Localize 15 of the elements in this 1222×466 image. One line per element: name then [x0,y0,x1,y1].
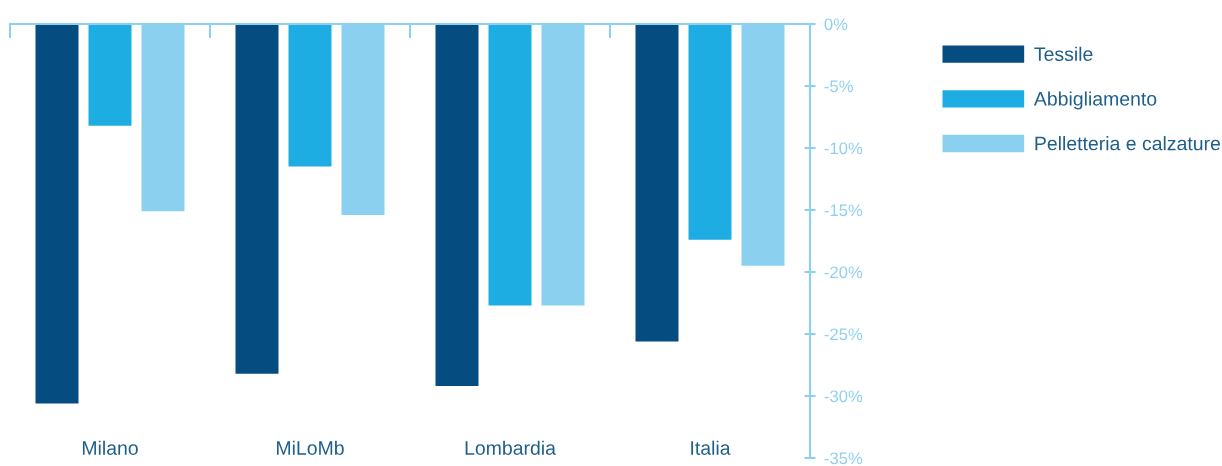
legend-label: Tessile [1034,46,1093,62]
y-tick-label: -5% [824,80,853,93]
x-tick-label: Italia [691,440,731,455]
y-tick-label: -20% [824,266,863,279]
x-tick-label: Lombardia [465,440,556,455]
y-tick-label: -25% [824,328,863,341]
y-tick-label: -10% [824,142,863,155]
y-tick-label: -35% [824,452,863,465]
x-tick-label: MiLoMb [277,440,344,455]
legend-label: Pelletteria e calzature [1035,136,1221,151]
x-tick-label: Milano [82,440,138,455]
y-tick-label: -30% [824,390,863,403]
legend-label: Abbigliamento [1033,91,1157,110]
y-tick-label: 0% [824,18,848,31]
y-tick-label: -15% [824,204,863,217]
